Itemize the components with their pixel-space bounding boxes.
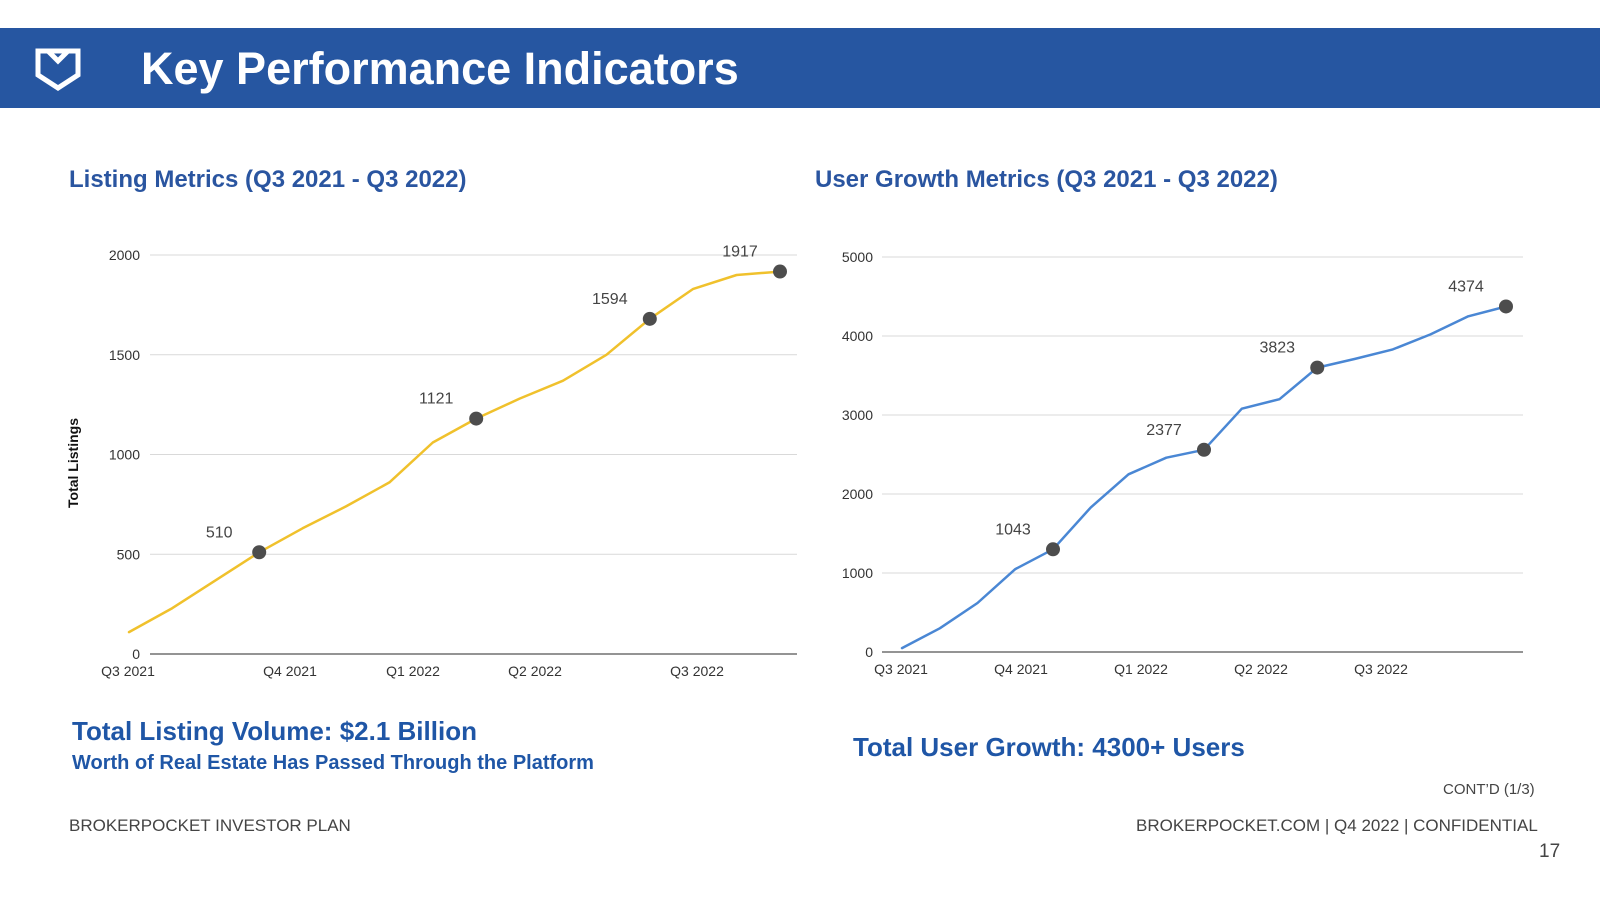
data-label: 510 [206,524,233,541]
x-tick-label: Q4 2021 [263,663,317,679]
y-tick-label: 5000 [842,249,873,265]
header-bar: Key Performance Indicators [0,28,1600,108]
user-growth-chart: 0 1000 2000 3000 4000 5000 Q3 2021 Q4 2021 Q1 20… [842,249,1523,677]
series-line [127,270,782,634]
x-tick-label: Q1 2022 [386,663,440,679]
y-tick-label: 0 [132,646,140,662]
y-tick-label: 2000 [842,486,873,502]
y-tick-label: 4000 [842,328,873,344]
x-tick-label: Q3 2021 [101,663,155,679]
y-tick-label: 3000 [842,407,873,423]
listing-metrics-chart: 0 500 1000 1500 2000 Q3 2021 Q4 2021 Q1 2022 Q2 … [65,244,797,679]
footer-left-text: BROKERPOCKET INVESTOR PLAN [69,816,351,835]
data-point-marker [1046,542,1060,557]
y-tick-label: 2000 [109,247,140,263]
x-tick-label: Q3 2022 [670,663,724,679]
data-label: 1594 [592,291,628,308]
page-number: 17 [1539,841,1561,862]
x-tick-label: Q2 2022 [1234,661,1288,677]
data-point-marker [252,545,267,560]
x-tick-label: Q3 2021 [874,661,928,677]
footer-right-text: BROKERPOCKET.COM | Q4 2022 | CONFIDENTIA… [1136,816,1538,835]
data-point-marker [469,411,484,426]
data-point-marker [1310,360,1325,375]
y-axis-title: Total Listings [65,418,81,508]
y-tick-label: 1000 [109,447,140,463]
data-point-marker [773,264,787,279]
listing-chart-title: Listing Metrics (Q3 2021 - Q3 2022) [69,166,467,193]
x-tick-label: Q2 2022 [508,663,562,679]
data-point-marker [1499,299,1513,314]
y-tick-label: 1500 [109,347,140,363]
y-tick-label: 1000 [842,565,873,581]
user-growth-chart-title: User Growth Metrics (Q3 2021 - Q3 2022) [815,166,1278,193]
user-growth-summary: Total User Growth: 4300+ Users [853,732,1245,762]
data-point-marker [642,311,657,326]
data-label: 1043 [995,521,1031,538]
page-title: Key Performance Indicators [141,43,739,94]
x-tick-label: Q4 2021 [994,661,1048,677]
data-label: 3823 [1259,340,1295,357]
series-line [900,305,1508,650]
listing-volume-subtext: Worth of Real Estate Has Passed Through … [72,752,594,774]
data-label: 1917 [722,244,758,261]
shield-icon [35,48,81,91]
y-tick-label: 500 [117,546,141,562]
data-label: 1121 [419,391,454,408]
listing-volume-summary: Total Listing Volume: $2.1 Billion [72,716,477,746]
data-label: 4374 [1448,278,1484,295]
continued-label: CONT’D (1/3) [1443,781,1535,798]
x-tick-label: Q3 2022 [1354,661,1408,677]
data-label: 2377 [1146,422,1182,439]
x-tick-label: Q1 2022 [1114,661,1168,677]
y-tick-label: 0 [865,644,873,660]
data-point-marker [1197,442,1211,457]
